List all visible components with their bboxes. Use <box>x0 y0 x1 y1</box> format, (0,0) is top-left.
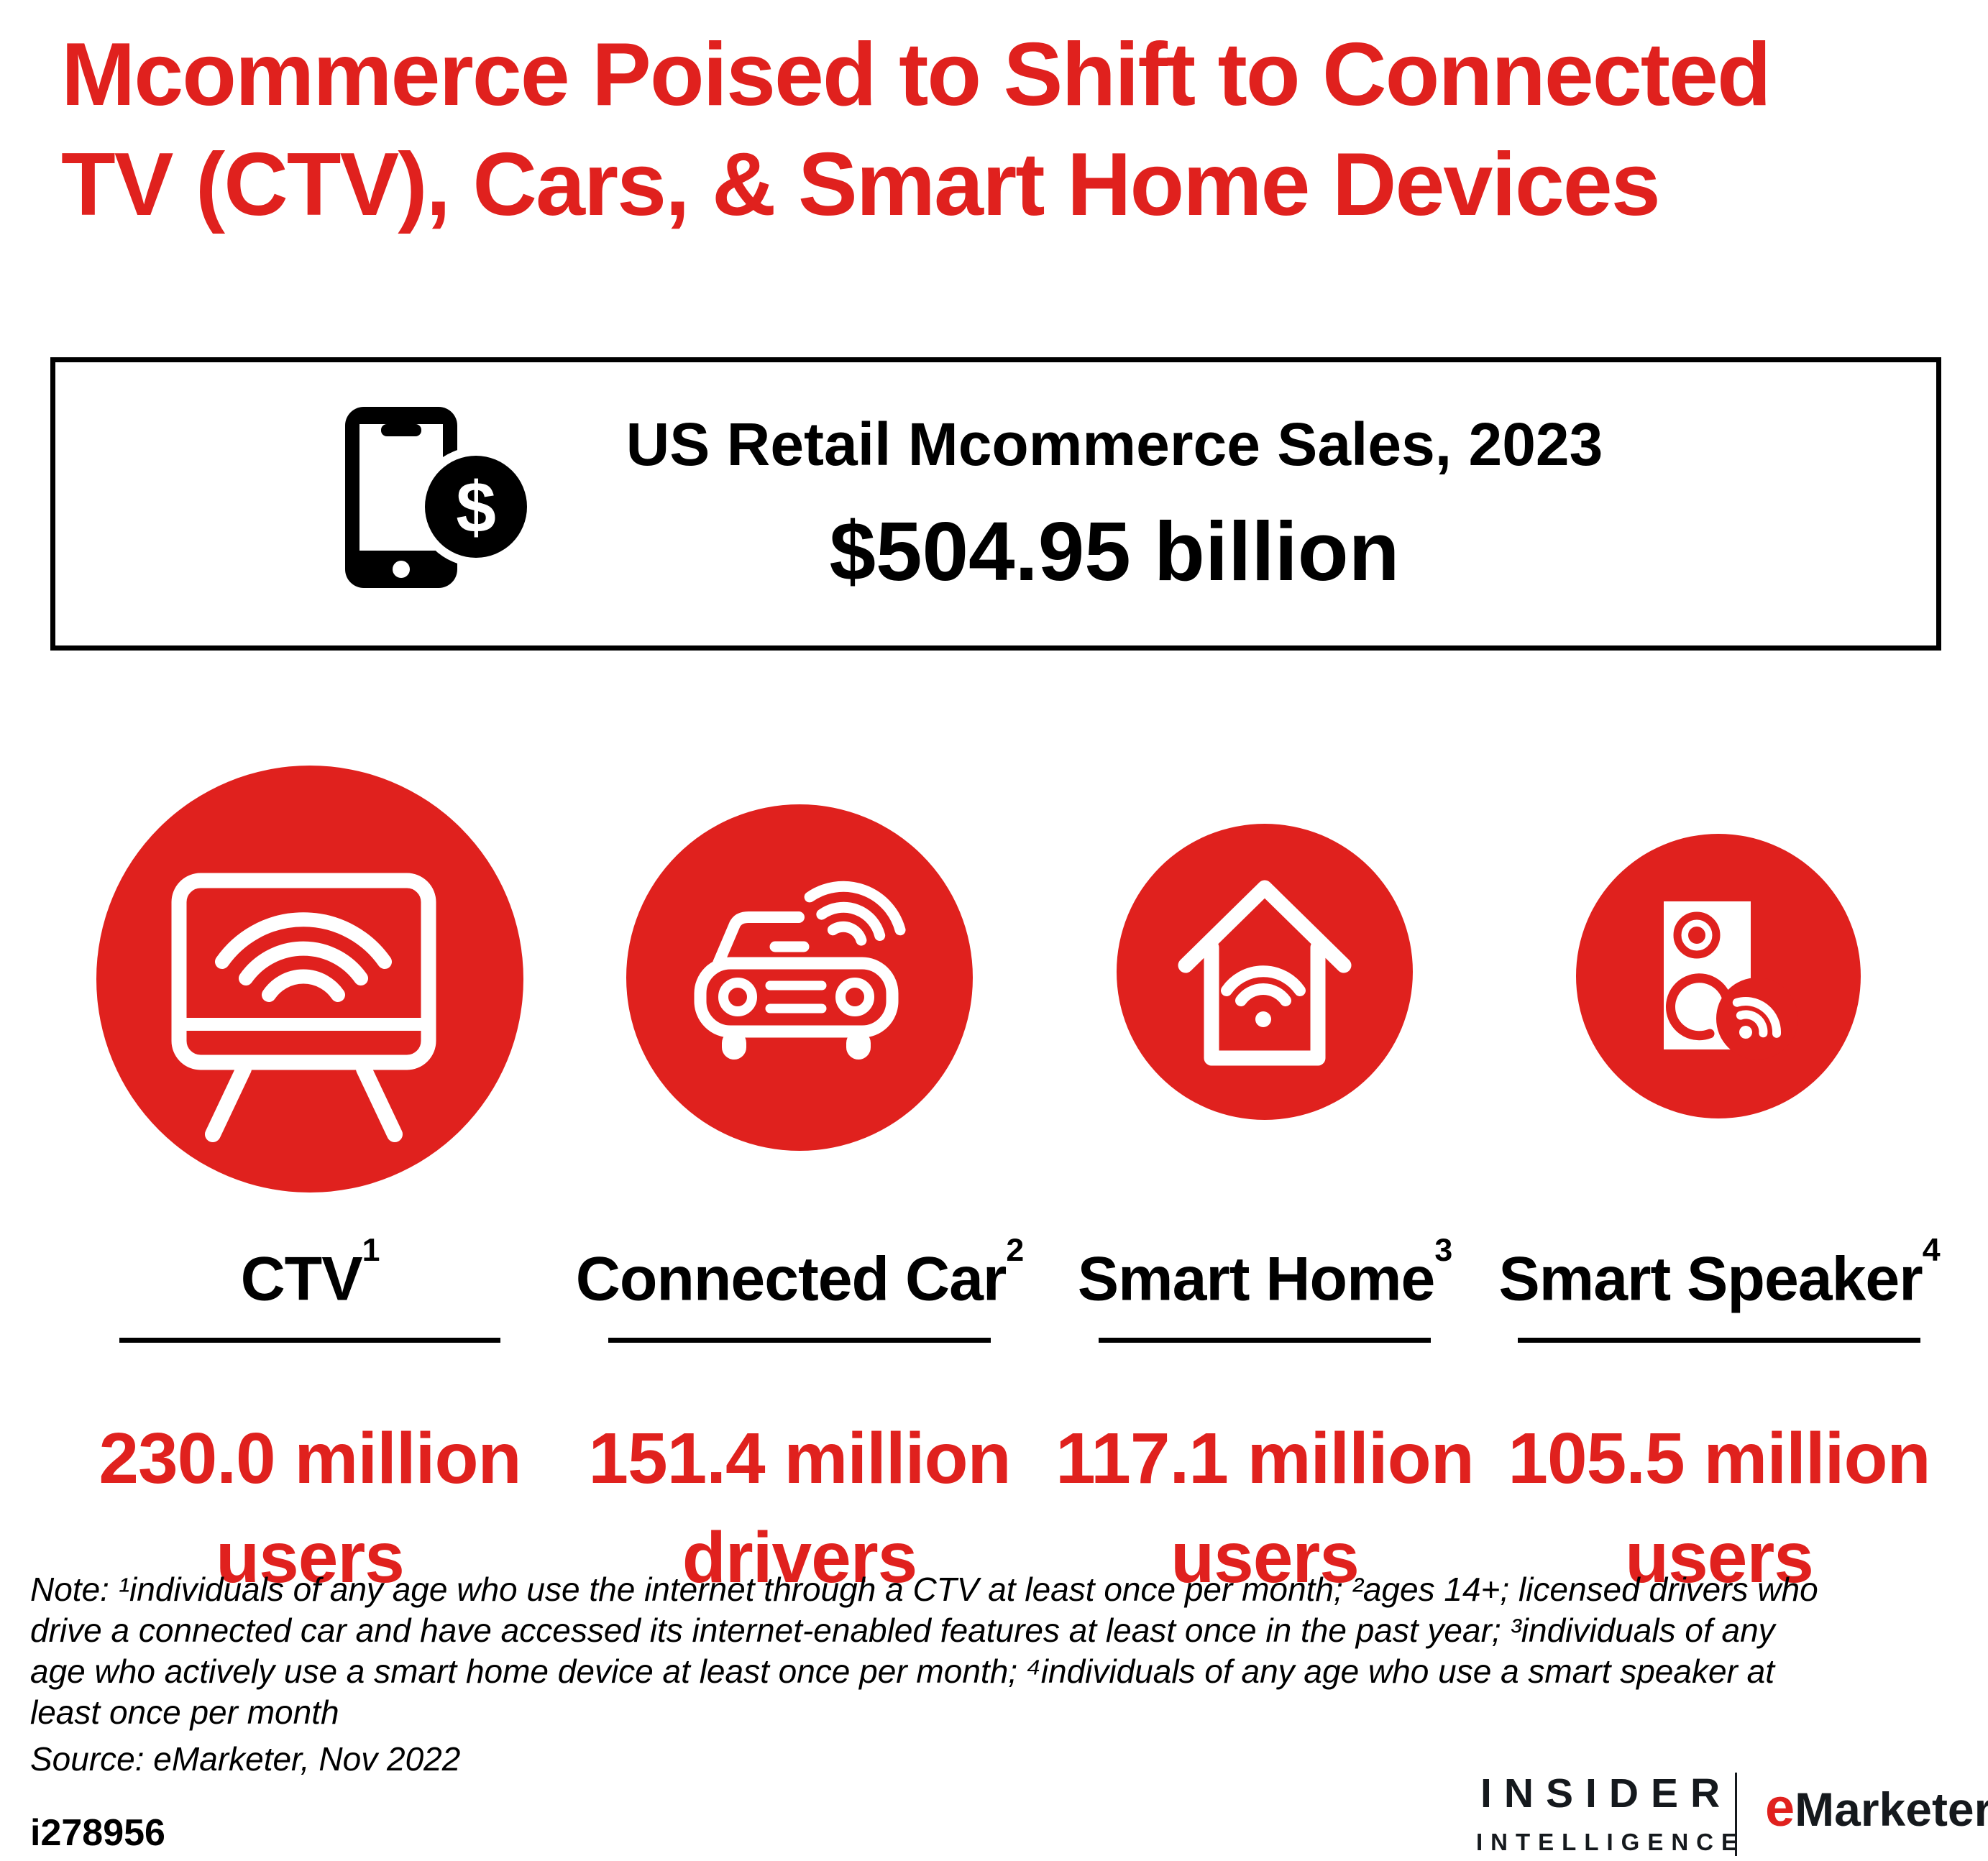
smart-home-column: Smart Home3 117.1 million users <box>1017 1231 1513 1607</box>
smart-speaker-circle <box>1576 834 1861 1118</box>
ctv-column: CTV1 230.0 million users <box>62 1231 558 1607</box>
smart-speaker-column: Smart Speaker4 105.5 million users <box>1471 1231 1967 1607</box>
home-wifi-icon <box>1178 880 1352 1066</box>
smart-home-value-unit: users <box>1171 1517 1360 1598</box>
page-title-line-1: Mcommerce Poised to Shift to Connected <box>61 25 1772 124</box>
insider-intelligence-logo: INSIDER INTELLIGENCE <box>1468 1770 1746 1856</box>
smart-home-underline <box>1099 1337 1431 1343</box>
speaker-wifi-icon <box>1664 901 1798 1060</box>
page-title-line-2: TV (CTV), Cars, & Smart Home Devices <box>61 135 1661 234</box>
insider-logo-line-1: INSIDER <box>1480 1770 1733 1816</box>
smart-speaker-label-text: Smart Speaker <box>1498 1244 1923 1314</box>
smart-speaker-value-number: 105.5 million <box>1508 1417 1930 1499</box>
ctv-underline <box>119 1337 500 1343</box>
connected-car-column: Connected Car2 151.4 million drivers <box>551 1231 1048 1607</box>
connected-car-underline <box>608 1337 991 1343</box>
connected-car-label: Connected Car2 <box>551 1231 1048 1318</box>
ctv-footnote-marker: 1 <box>362 1233 380 1269</box>
emarketer-logo: eMarketer® <box>1765 1777 1988 1838</box>
smart-home-label-text: Smart Home <box>1077 1244 1436 1314</box>
connected-car-label-text: Connected Car <box>575 1244 1007 1314</box>
smart-speaker-label: Smart Speaker4 <box>1471 1231 1967 1318</box>
smart-home-value-number: 117.1 million <box>1055 1417 1475 1499</box>
smart-home-footnote-marker: 3 <box>1434 1233 1452 1269</box>
sales-box-heading: US Retail Mcommerce Sales, 2023 <box>626 410 1603 478</box>
footnote-text: Note: ¹individuals of any age who use th… <box>30 1571 1818 1731</box>
smart-home-label: Smart Home3 <box>1017 1231 1513 1318</box>
ctv-value-number: 230.0 million <box>99 1417 521 1499</box>
ctv-value: 230.0 million users <box>62 1409 558 1607</box>
connected-car-value-unit: drivers <box>682 1517 918 1598</box>
smart-speaker-value: 105.5 million users <box>1471 1409 1967 1607</box>
ctv-label-text: CTV <box>240 1244 363 1314</box>
source-line: Source: eMarketer, Nov 2022 <box>30 1740 461 1778</box>
ctv-circle <box>96 766 523 1193</box>
car-wifi-icon <box>694 881 906 1060</box>
phone-dollar-icon: $ <box>338 400 546 595</box>
logo-divider <box>1735 1773 1737 1856</box>
emarketer-logo-text: Marketer <box>1795 1783 1988 1836</box>
connected-car-circle <box>626 804 973 1151</box>
connected-car-value-number: 151.4 million <box>588 1417 1011 1499</box>
smart-speaker-underline <box>1518 1337 1920 1343</box>
page-title: Mcommerce Poised to Shift to Connected T… <box>61 20 1772 240</box>
connected-car-footnote-marker: 2 <box>1006 1233 1024 1269</box>
connected-car-value: 151.4 million drivers <box>551 1409 1048 1607</box>
insider-logo-line-2: INTELLIGENCE <box>1476 1829 1746 1855</box>
smart-home-value: 117.1 million users <box>1017 1409 1513 1607</box>
smart-speaker-footnote-marker: 4 <box>1922 1233 1941 1269</box>
sales-highlight-box: $ US Retail Mcommerce Sales, 2023 $504.9… <box>50 357 1941 651</box>
emarketer-logo-e: e <box>1765 1778 1795 1837</box>
ctv-value-unit: users <box>216 1517 405 1598</box>
smart-home-circle <box>1117 824 1413 1120</box>
smart-speaker-value-unit: users <box>1625 1517 1814 1598</box>
ctv-wifi-icon <box>171 873 436 1142</box>
ctv-label: CTV1 <box>62 1231 558 1318</box>
sales-box-value: $504.95 billion <box>829 505 1400 598</box>
chart-id: i278956 <box>30 1812 165 1854</box>
svg-text:$: $ <box>456 467 496 548</box>
